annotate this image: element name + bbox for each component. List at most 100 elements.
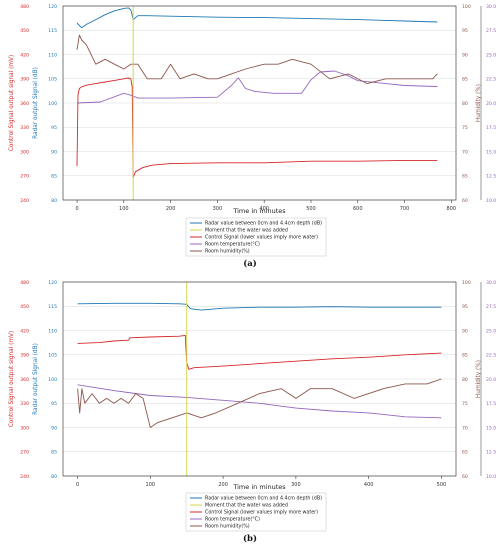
x-tick-label: 200 [218, 482, 228, 488]
x-tick-label: 0 [75, 206, 78, 212]
plot-frame [62, 281, 457, 477]
temperature-tick-label: 30.0 [486, 4, 496, 10]
control-axis-label: Control Signal output signal (mV) [9, 55, 15, 152]
control-tick-label: 480 [20, 280, 29, 286]
x-tick-label: 200 [166, 206, 176, 212]
legend-entry: Room temperature(°C) [205, 517, 260, 523]
humidity-tick-label: 100 [462, 4, 471, 10]
control-tick-label: 360 [20, 101, 29, 107]
radar-tick-label: 95 [51, 401, 57, 407]
humidity-tick-label: 75 [462, 401, 468, 407]
humidity-axis-label: Humidity (%) [476, 360, 482, 398]
caption-label: (b) [243, 533, 257, 544]
temperature-tick-label: 30.0 [486, 280, 496, 286]
radar-tick-label: 115 [48, 304, 57, 310]
humidity-tick-label: 95 [462, 28, 468, 34]
figure-caption: (b) [243, 533, 257, 544]
radar-tick-label: 80 [51, 198, 57, 204]
plot-frame [62, 5, 457, 201]
radar-tick-label: 85 [51, 450, 57, 456]
radar-tick-label: 80 [51, 474, 57, 480]
humidity-tick-label: 80 [462, 377, 468, 383]
control-series-line [76, 77, 438, 178]
temperature-tick-label: 20.0 [486, 377, 496, 383]
control-tick-label: 360 [20, 377, 29, 383]
control-tick-label: 240 [20, 474, 29, 480]
temperature-tick-label: 17.5 [486, 125, 496, 131]
temperature-tick-label: 15.0 [486, 149, 496, 155]
radar-tick-label: 110 [48, 328, 57, 334]
control-tick-label: 420 [20, 52, 29, 58]
x-tick-label: 800 [447, 206, 457, 212]
radar-series-line [77, 302, 442, 311]
x-tick-label: 100 [146, 482, 156, 488]
control-tick-label: 450 [20, 304, 29, 310]
humidity-tick-label: 60 [462, 198, 468, 204]
radar-axis-label: Radar output Signal (dB) [33, 67, 39, 139]
x-tick-label: 500 [437, 482, 447, 488]
temperature-tick-label: 12.5 [486, 174, 496, 180]
temperature-tick-label: 10.0 [486, 198, 496, 204]
temperature-tick-label: 10.0 [486, 474, 496, 480]
x-tick-label: 100 [119, 206, 129, 212]
legend-entry: Moment that the water was added [205, 228, 288, 234]
temperature-tick-label: 25.0 [486, 328, 496, 334]
radar-tick-label: 95 [51, 125, 57, 131]
radar-axis-label: Radar output Signal (dB) [33, 343, 39, 415]
control-series-line [77, 334, 442, 370]
control-tick-label: 240 [20, 198, 29, 204]
temperature-series-line [76, 70, 438, 104]
radar-tick-label: 90 [51, 149, 57, 155]
x-tick-label: 400 [259, 206, 269, 212]
humidity-series-line [77, 378, 442, 428]
radar-tick-label: 120 [48, 4, 57, 10]
humidity-tick-label: 75 [462, 125, 468, 131]
humidity-tick-label: 60 [462, 474, 468, 480]
temperature-tick-label: 25.0 [486, 52, 496, 58]
legend-box [185, 492, 327, 532]
control-tick-label: 270 [20, 450, 29, 456]
x-tick-label: 400 [364, 482, 374, 488]
control-tick-label: 390 [20, 353, 29, 359]
radar-tick-label: 90 [51, 425, 57, 431]
radar-tick-label: 110 [48, 52, 57, 58]
chart-panel-a: 0 100 200 300 400 500 600 700 800 Time in minutes… [9, 4, 496, 269]
control-tick-label: 420 [20, 328, 29, 334]
legend-entry: Control Signal (lower values imply more … [205, 510, 318, 516]
x-tick-label: 700 [400, 206, 410, 212]
humidity-tick-label: 80 [462, 101, 468, 107]
temperature-tick-label: 27.5 [486, 28, 496, 34]
humidity-tick-label: 70 [462, 149, 468, 155]
temperature-tick-label: 22.5 [486, 353, 496, 359]
humidity-tick-label: 85 [462, 353, 468, 359]
control-axis-label: Control Signal output signal (mV) [9, 331, 15, 428]
legend: Radar value between 0cm and 4.4cm depth … [185, 217, 327, 257]
temperature-tick-label: 22.5 [486, 77, 496, 83]
temperature-tick-label: 17.5 [486, 401, 496, 407]
legend-entry: Room humidity(%) [205, 524, 250, 530]
x-tick-label: 600 [353, 206, 363, 212]
radar-tick-label: 85 [51, 174, 57, 180]
humidity-tick-label: 100 [462, 280, 471, 286]
control-tick-label: 300 [20, 149, 29, 155]
control-tick-label: 450 [20, 28, 29, 34]
control-tick-label: 270 [20, 174, 29, 180]
legend-entry: Room temperature(°C) [205, 242, 260, 248]
legend-entry: Control Signal (lower values imply more … [205, 235, 318, 241]
legend-entry: Room humidity(%) [205, 249, 250, 255]
chart-panel-b: 0 100 200 300 400 500 Time in minutes 240 270 300… [9, 280, 496, 544]
legend-entry: Radar value between 0cm and 4.4cm depth … [205, 221, 322, 227]
x-axis-label: Time in minutes [232, 483, 286, 491]
control-tick-label: 330 [20, 125, 29, 131]
humidity-tick-label: 65 [462, 174, 468, 180]
control-tick-label: 480 [20, 4, 29, 10]
humidity-tick-label: 90 [462, 328, 468, 334]
radar-tick-label: 115 [48, 28, 57, 34]
figure-caption: (a) [243, 258, 257, 269]
x-tick-label: 0 [76, 482, 79, 488]
x-tick-label: 500 [306, 206, 316, 212]
humidity-tick-label: 65 [462, 450, 468, 456]
temperature-tick-label: 12.5 [486, 450, 496, 456]
